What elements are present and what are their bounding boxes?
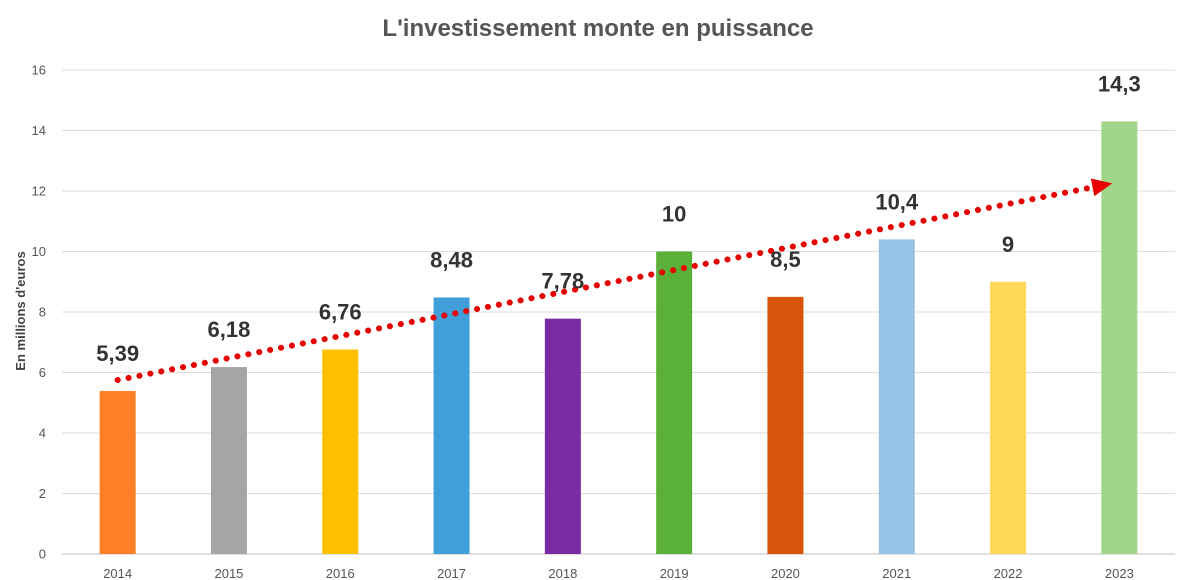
- data-label-2021: 10,4: [875, 189, 919, 214]
- bar-2015: [210, 367, 247, 554]
- x-tick-label: 2021: [882, 566, 911, 580]
- data-label-2016: 6,76: [319, 300, 362, 325]
- trend-arrow: [114, 178, 1113, 384]
- y-tick-label: 8: [39, 305, 46, 320]
- data-label-2020: 8,5: [770, 247, 801, 272]
- y-tick-label: 16: [32, 63, 46, 78]
- bar-2019: [656, 251, 693, 554]
- data-label-2022: 9: [1002, 232, 1014, 257]
- data-label-2023: 14,3: [1098, 71, 1141, 96]
- gridlines: 0 2 4 6 8 10 12 14 16: [32, 63, 1175, 562]
- y-tick-label: 12: [32, 184, 46, 199]
- data-label-2017: 8,48: [430, 247, 473, 272]
- bar-2016: [322, 349, 359, 554]
- x-axis-ticks: 2014 2015 2016 2017 2018 2019 2020 2021 2022 2023: [103, 566, 1134, 580]
- data-labels: 5,39 6,18 6,76 8,48 7,78 10 8,5 10,4 9 14,3: [96, 71, 1141, 366]
- bar-2014: [99, 390, 136, 554]
- bar-2023: [1101, 121, 1138, 555]
- x-tick-label: 2020: [771, 566, 800, 580]
- bar-2022: [990, 281, 1027, 554]
- x-tick-label: 2023: [1105, 566, 1134, 580]
- y-axis-label: En millions d'euros: [13, 251, 28, 370]
- data-label-2015: 6,18: [208, 317, 251, 342]
- x-tick-label: 2017: [437, 566, 466, 580]
- data-label-2019: 10: [662, 202, 686, 227]
- chart-title: L'investissement monte en puissance: [382, 15, 813, 42]
- x-tick-label: 2022: [994, 566, 1023, 580]
- bar-2017: [433, 297, 470, 554]
- x-tick-label: 2015: [214, 566, 243, 580]
- y-tick-label: 6: [39, 365, 46, 380]
- bar-2018: [544, 318, 581, 554]
- y-tick-label: 10: [32, 244, 46, 259]
- y-tick-label: 4: [39, 426, 46, 441]
- y-tick-label: 0: [39, 547, 46, 562]
- bars: [99, 121, 1138, 555]
- bar-2020: [767, 296, 804, 554]
- data-label-2018: 7,78: [541, 269, 584, 294]
- y-tick-label: 14: [32, 123, 46, 138]
- x-tick-label: 2014: [103, 566, 132, 580]
- y-tick-label: 2: [39, 486, 46, 501]
- data-label-2014: 5,39: [96, 341, 139, 366]
- x-tick-label: 2016: [326, 566, 355, 580]
- trend-line: [114, 181, 1108, 384]
- x-tick-label: 2018: [548, 566, 577, 580]
- x-tick-label: 2019: [660, 566, 689, 580]
- bar-2021: [878, 239, 915, 554]
- trend-arrowhead: [1090, 178, 1113, 197]
